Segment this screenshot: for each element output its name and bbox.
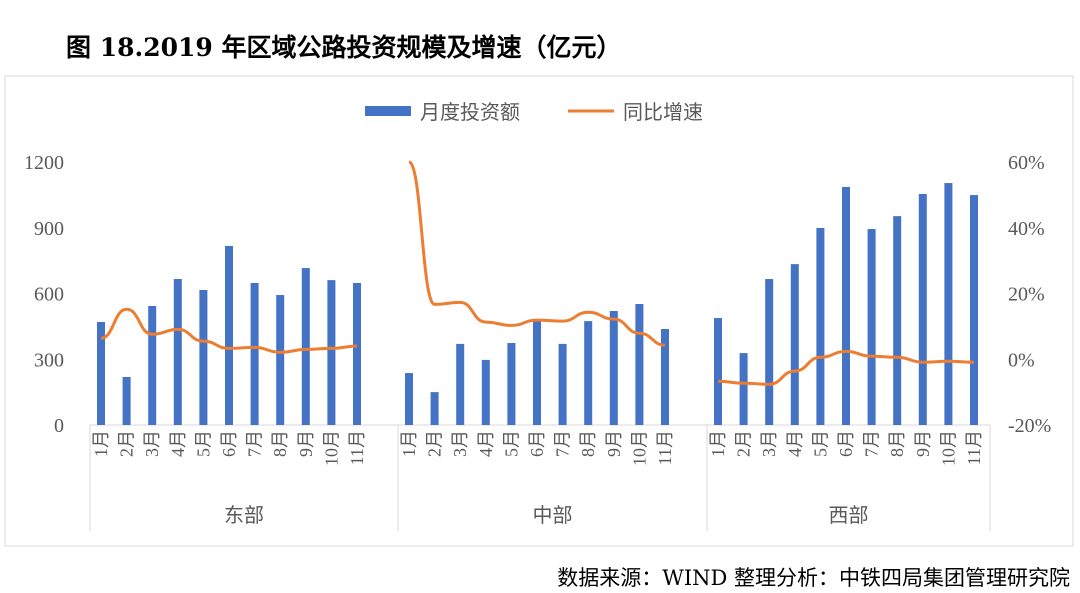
bar-东部-8月 — [276, 295, 285, 425]
bar-西部-10月 — [944, 183, 953, 425]
y-left-tick-label: 0 — [54, 415, 64, 437]
bar-西部-11月 — [970, 195, 978, 425]
month-tick-label: 7月 — [553, 430, 573, 457]
bar-西部-8月 — [893, 216, 902, 425]
month-tick-label: 4月 — [168, 430, 188, 457]
group-label: 中部 — [533, 504, 573, 527]
legend-bar-swatch — [365, 106, 411, 116]
bar-东部-11月 — [353, 282, 361, 425]
bar-中部-6月 — [533, 320, 541, 425]
month-tick-label: 3月 — [759, 430, 779, 457]
legend-line-label: 同比增速 — [623, 101, 703, 124]
growth-line-中部 — [407, 160, 666, 347]
month-tick-label: 11月 — [655, 430, 675, 465]
month-tick-label: 9月 — [913, 430, 933, 457]
bar-东部-4月 — [173, 279, 182, 425]
y-right-tick-label: 20% — [1008, 284, 1045, 306]
month-tick-label: 1月 — [708, 430, 728, 457]
bar-西部-1月 — [714, 318, 722, 425]
bar-中部-7月 — [558, 343, 567, 425]
month-tick-label: 8月 — [270, 430, 290, 457]
y-right-tick-label: 0% — [1008, 349, 1035, 371]
month-tick-label: 7月 — [245, 430, 265, 457]
month-tick-label: 5月 — [193, 430, 213, 457]
month-tick-label: 6月 — [527, 430, 547, 457]
y-right-tick-label: 40% — [1008, 218, 1045, 240]
bar-中部-4月 — [481, 359, 490, 425]
source-note: 数据来源：WIND 整理分析：中铁四局集团管理研究院 — [557, 566, 1070, 590]
month-tick-label: 6月 — [836, 430, 856, 457]
month-tick-label: 1月 — [91, 430, 111, 457]
chart-border — [4, 75, 1074, 547]
bar-东部-2月 — [122, 377, 131, 425]
bar-中部-9月 — [609, 311, 618, 425]
bar-中部-2月 — [430, 392, 439, 425]
bar-东部-6月 — [225, 245, 233, 425]
y-left-tick-label: 300 — [34, 349, 64, 371]
bar-西部-4月 — [790, 264, 799, 425]
bar-中部-1月 — [405, 373, 413, 425]
group-label: 东部 — [224, 504, 264, 527]
month-tick-label: 11月 — [347, 430, 367, 465]
month-tick-label: 3月 — [142, 430, 162, 457]
y-left-tick-label: 1200 — [24, 152, 64, 174]
bar-西部-5月 — [816, 227, 825, 425]
y-left-tick-label: 600 — [34, 284, 64, 306]
month-tick-label: 6月 — [219, 430, 239, 457]
bar-中部-5月 — [507, 343, 516, 425]
bar-西部-3月 — [765, 279, 774, 425]
y-left-tick-label: 900 — [34, 218, 64, 240]
legend: 月度投资额 同比增速 — [365, 101, 703, 124]
bar-中部-8月 — [584, 321, 593, 425]
month-tick-label: 2月 — [117, 430, 137, 457]
month-tick-label: 1月 — [399, 430, 419, 457]
month-tick-label: 9月 — [296, 430, 316, 457]
y-right-tick-label: -20% — [1008, 415, 1051, 437]
month-tick-label: 4月 — [785, 430, 805, 457]
month-tick-label: 10月 — [321, 430, 341, 466]
month-tick-label: 10月 — [629, 430, 649, 466]
bar-东部-10月 — [327, 280, 336, 425]
month-tick-label: 2月 — [425, 430, 445, 457]
chart-title: 图 18.2019 年区域公路投资规模及增速（亿元） — [66, 33, 622, 62]
month-tick-label: 5月 — [810, 430, 830, 457]
bar-西部-6月 — [842, 186, 850, 425]
bar-东部-7月 — [250, 282, 259, 425]
bar-西部-7月 — [867, 229, 876, 425]
month-tick-label: 3月 — [450, 430, 470, 457]
bar-西部-2月 — [739, 353, 748, 425]
month-tick-label: 8月 — [887, 430, 907, 457]
bar-西部-9月 — [918, 193, 927, 425]
month-tick-label: 2月 — [734, 430, 754, 457]
bar-中部-10月 — [635, 304, 644, 425]
month-tick-label: 8月 — [578, 430, 598, 457]
bar-东部-1月 — [97, 321, 105, 425]
bar-东部-3月 — [148, 305, 157, 425]
bar-东部-5月 — [199, 289, 208, 425]
month-tick-label: 5月 — [501, 430, 521, 457]
y-right-tick-label: 60% — [1008, 152, 1045, 174]
bar-东部-9月 — [301, 268, 310, 425]
group-label: 西部 — [829, 504, 869, 527]
legend-bar-label: 月度投资额 — [420, 101, 520, 124]
month-tick-label: 10月 — [938, 430, 958, 466]
month-tick-label: 7月 — [862, 430, 882, 457]
month-tick-label: 9月 — [604, 430, 624, 457]
month-tick-label: 4月 — [476, 430, 496, 457]
bar-中部-11月 — [661, 329, 669, 425]
bar-中部-3月 — [456, 343, 465, 425]
month-tick-label: 11月 — [964, 430, 984, 465]
